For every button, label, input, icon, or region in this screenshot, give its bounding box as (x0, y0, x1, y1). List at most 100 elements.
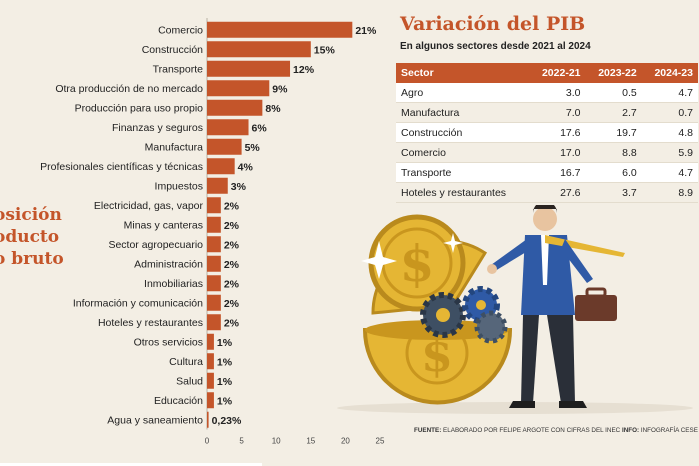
pib-sector-cell: Manufactura (396, 102, 530, 123)
source-label: FUENTE: (414, 427, 442, 434)
pib-value-cell: 3.0 (529, 83, 586, 103)
bar (207, 177, 228, 194)
value-label: 4% (238, 161, 254, 173)
side-title-line-2: oducto (0, 227, 60, 247)
bar (207, 333, 214, 350)
bar (207, 294, 221, 311)
x-tick-label: 5 (239, 437, 244, 446)
pib-value-cell: 8.9 (641, 182, 698, 203)
category-label: Hoteles y restaurantes (98, 317, 203, 329)
pib-value-cell: 19.7 (585, 122, 642, 143)
side-title: osición oducto o bruto (0, 204, 64, 270)
bar (207, 138, 242, 155)
value-label: 6% (252, 122, 268, 134)
source-footer: FUENTE: ELABORADO POR FELIPE ARGOTE CON … (414, 427, 698, 434)
pib-table-row: Agro 3.0 0.5 4.7 (396, 83, 698, 103)
pib-value-cell: 4.7 (641, 83, 698, 103)
pib-header-0: Sector (396, 63, 530, 83)
category-label: Electricidad, gas, vapor (94, 200, 204, 212)
bar (207, 21, 353, 38)
pib-value-cell: 0.5 (585, 83, 642, 103)
bar (207, 41, 311, 58)
source-text: ELABORADO POR FELIPE ARGOTE CON CIFRAS D… (441, 427, 622, 434)
pib-value-cell: 2.7 (585, 102, 642, 123)
value-label: 2% (224, 220, 240, 232)
pib-table-body: Agro 3.0 0.5 4.7 Manufactura 7.0 2.7 0.7 Constru… (396, 83, 698, 203)
category-label: Profesionales científicas y técnicas (40, 161, 203, 173)
pib-sector-cell: Agro (396, 83, 530, 103)
value-label: 1% (217, 395, 233, 407)
value-label: 1% (217, 356, 233, 368)
value-label: 2% (224, 259, 240, 271)
bar (207, 60, 291, 77)
x-tick-label: 15 (306, 437, 315, 446)
category-label: Construcción (142, 44, 203, 56)
pib-sector-cell: Construcción (396, 122, 530, 143)
pib-value-cell: 7.0 (529, 102, 586, 123)
businessman-icon (487, 205, 625, 408)
pib-value-cell: 5.9 (641, 142, 698, 163)
side-title-line-3: o bruto (0, 249, 64, 269)
category-label: Agua y saneamiento (107, 414, 203, 426)
pib-value-cell: 4.8 (641, 122, 698, 143)
info-text: INFOGRAFÍA CESE (639, 427, 698, 434)
category-label: Otra producción de no mercado (55, 83, 203, 95)
pib-value-cell: 8.8 (585, 142, 642, 163)
pib-value-cell: 16.7 (529, 162, 586, 183)
value-label: 2% (224, 278, 240, 290)
bar (207, 353, 214, 370)
bar (207, 158, 235, 175)
bar (207, 372, 214, 389)
value-label: 3% (231, 181, 247, 193)
category-label: Otros servicios (134, 336, 203, 348)
category-label: Transporte (153, 63, 204, 75)
category-label: Educación (154, 395, 203, 407)
pib-value-cell: 6.0 (585, 162, 642, 183)
value-label: 1% (217, 337, 233, 349)
category-label: Comercio (158, 24, 203, 36)
pib-table-row: Construcción 17.6 19.7 4.8 (396, 122, 698, 143)
category-label: Minas y canteras (124, 219, 203, 231)
category-label: Información y comunicación (73, 297, 203, 309)
svg-text:$: $ (400, 234, 435, 293)
bar (207, 80, 270, 97)
value-label: 8% (265, 103, 281, 115)
pib-title: Variación del PIB (400, 13, 586, 35)
value-label: 2% (224, 239, 240, 251)
bar (207, 216, 221, 233)
pib-table-row: Hoteles y restaurantes 27.6 3.7 8.9 (396, 182, 698, 203)
pib-sector-cell: Comercio (396, 142, 530, 163)
side-title-line-1: osición (0, 205, 62, 225)
value-label: 2% (224, 200, 240, 212)
value-label: 1% (217, 376, 233, 388)
pib-sector-cell: Transporte (396, 162, 530, 183)
pib-header-1: 2022-21 (529, 63, 586, 83)
category-label: Producción para uso propio (75, 102, 204, 114)
value-label: 2% (224, 317, 240, 329)
value-label: 9% (272, 83, 288, 95)
category-label: Cultura (169, 356, 203, 368)
briefcase-icon (575, 287, 617, 321)
category-label: Manufactura (145, 141, 204, 153)
value-label: 5% (245, 142, 261, 154)
pib-subtitle: En algunos sectores desde 2021 al 2024 (400, 41, 591, 52)
bar (207, 197, 221, 214)
pib-value-cell: 17.0 (529, 142, 586, 163)
pib-table-row: Transporte 16.7 6.0 4.7 (396, 162, 698, 183)
bar (207, 275, 221, 292)
contribution-bar-chart: Comercio 21% Construcción 15% Transporte 12% O… (40, 18, 385, 446)
sparkle-icon (361, 233, 463, 279)
pib-table-row: Comercio 17.0 8.8 5.9 (396, 142, 698, 163)
bar (207, 255, 221, 272)
category-label: Inmobiliarias (144, 278, 203, 290)
category-label: Finanzas y seguros (112, 122, 203, 134)
bar (207, 99, 263, 116)
category-label: Administración (134, 258, 203, 270)
pib-value-cell: 17.6 (529, 122, 586, 143)
value-label: 15% (314, 44, 336, 56)
pib-sector-cell: Hoteles y restaurantes (396, 182, 530, 203)
value-label: 12% (293, 64, 315, 76)
bar (207, 314, 221, 331)
bar (207, 236, 221, 253)
x-tick-label: 10 (272, 437, 281, 446)
